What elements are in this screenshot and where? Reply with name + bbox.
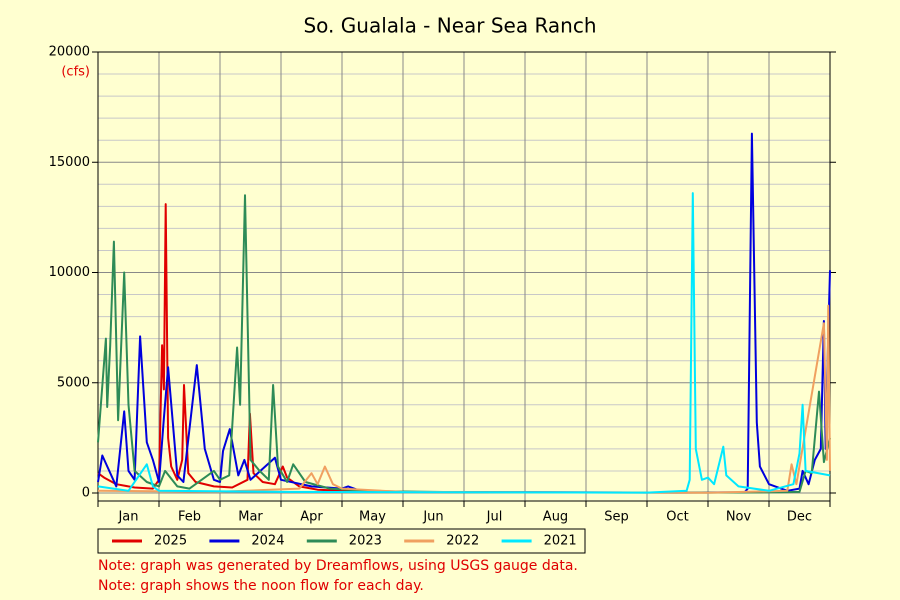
series-line — [97, 192, 831, 494]
chart-title: So. Gualala - Near Sea Ranch — [303, 14, 596, 38]
note: Note: graph shows the noon flow for each… — [98, 578, 424, 594]
series-line — [97, 132, 831, 494]
x-tick-label: Apr — [300, 510, 323, 525]
x-tick-label: May — [359, 510, 386, 525]
x-tick-label: Feb — [178, 510, 201, 525]
x-tick-label: Dec — [787, 510, 812, 525]
legend-label: 2024 — [251, 534, 284, 549]
y-tick-label: 20000 — [49, 45, 90, 60]
y-tick-label: 5000 — [57, 375, 90, 390]
y-unit: (cfs) — [61, 65, 90, 80]
y-tick-label: 10000 — [49, 265, 90, 280]
x-tick-label: Sep — [604, 510, 629, 525]
legend-label: 2022 — [446, 534, 479, 549]
x-tick-label: Aug — [543, 510, 568, 525]
x-tick-label: Jul — [486, 510, 503, 525]
y-tick-label: 0 — [82, 486, 90, 501]
legend-label: 2025 — [154, 534, 187, 549]
series-line — [97, 203, 489, 494]
note: Note: graph was generated by Dreamflows,… — [98, 558, 578, 574]
y-tick-label: 15000 — [49, 155, 90, 170]
x-tick-label: Jun — [422, 510, 443, 525]
legend-box — [97, 528, 586, 554]
x-tick-label: Oct — [666, 510, 688, 525]
x-tick-label: Jan — [117, 510, 138, 525]
series-line — [97, 304, 831, 494]
legend-label: 2021 — [544, 534, 577, 549]
x-tick-label: Mar — [238, 510, 263, 525]
legend-label: 2023 — [349, 534, 382, 549]
x-tick-label: Nov — [726, 510, 752, 525]
